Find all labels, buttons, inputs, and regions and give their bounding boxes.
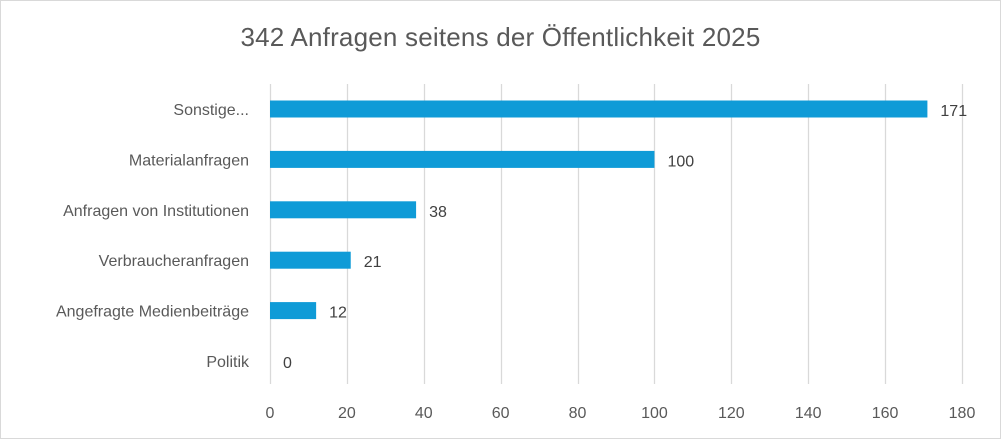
- bars: [270, 100, 928, 320]
- category-label: Materialanfragen: [129, 152, 249, 169]
- data-labels: 171 100 38 21 12 0: [283, 103, 967, 372]
- x-tick-label: 140: [795, 405, 822, 422]
- data-label: 38: [429, 204, 447, 221]
- x-tick-label: 100: [641, 405, 668, 422]
- bar: [270, 251, 351, 269]
- x-tick-label: 180: [949, 405, 976, 422]
- x-tick-label: 80: [569, 405, 587, 422]
- bar: [270, 302, 317, 320]
- x-tick-label: 0: [266, 405, 275, 422]
- data-label: 171: [940, 103, 967, 120]
- data-label: 0: [283, 355, 292, 372]
- category-label: Anfragen von Institutionen: [63, 203, 249, 220]
- x-tick-label: 160: [872, 405, 899, 422]
- category-label: Politik: [206, 354, 250, 371]
- category-label: Verbraucheranfragen: [99, 253, 249, 270]
- bar: [270, 201, 417, 219]
- chart-title: 342 Anfragen seitens der Öffentlichkeit …: [240, 22, 761, 52]
- data-label: 100: [667, 153, 694, 170]
- data-label: 12: [329, 305, 347, 322]
- category-labels: Sonstige... Materialanfragen Anfragen von …: [56, 102, 250, 371]
- category-label: Angefragte Medienbeiträge: [56, 304, 249, 321]
- bar: [270, 150, 655, 168]
- x-tick-label: 120: [718, 405, 745, 422]
- gridlines: [269, 84, 964, 384]
- x-tick-label: 60: [492, 405, 510, 422]
- category-label: Sonstige...: [173, 102, 249, 119]
- x-tick-label: 20: [338, 405, 356, 422]
- data-label: 21: [364, 254, 382, 271]
- bar: [270, 100, 928, 118]
- x-axis-tick-labels: 0 20 40 60 80 100 120 140 160 180: [266, 405, 976, 422]
- x-tick-label: 40: [415, 405, 433, 422]
